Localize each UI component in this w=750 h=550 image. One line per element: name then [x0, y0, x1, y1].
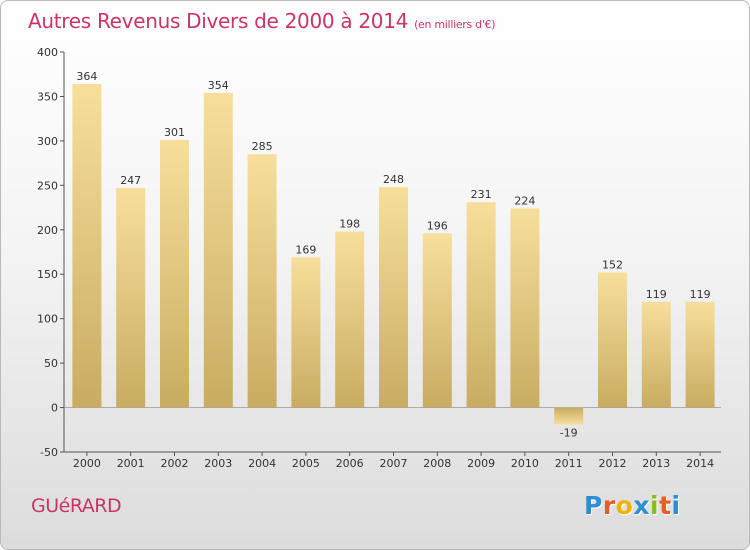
value-label: 119 — [646, 288, 667, 301]
x-tick-label: 2005 — [292, 457, 320, 470]
value-label: 231 — [471, 188, 492, 201]
y-tick-label: -50 — [40, 446, 58, 459]
x-tick-label: 2004 — [248, 457, 276, 470]
value-label: 224 — [514, 194, 535, 207]
value-label: 364 — [76, 70, 97, 83]
y-tick-label: 50 — [44, 357, 58, 370]
value-label: 196 — [427, 219, 448, 232]
bar-2000 — [72, 84, 102, 408]
logo-letter: i — [671, 491, 681, 520]
y-tick-label: 100 — [37, 313, 58, 326]
bar-2008 — [422, 233, 452, 408]
logo-letter: t — [659, 491, 672, 520]
value-label: 354 — [208, 79, 229, 92]
value-label: 301 — [164, 126, 185, 139]
y-tick-label: 150 — [37, 268, 58, 281]
y-tick-label: 350 — [37, 90, 58, 103]
x-tick-label: 2011 — [555, 457, 583, 470]
y-tick-label: 200 — [37, 224, 58, 237]
bar-2014 — [685, 301, 715, 408]
bar-2012 — [598, 272, 627, 408]
x-tick-label: 2009 — [467, 457, 495, 470]
bar-2003 — [203, 92, 233, 408]
chart-bars — [72, 84, 715, 425]
value-label: 152 — [602, 258, 623, 271]
bar-2004 — [247, 154, 277, 408]
chart-title: Autres Revenus Divers de 2000 à 2014 (en … — [28, 9, 496, 33]
logo-letter: r — [602, 491, 616, 520]
commune-name: GUéRARD — [31, 495, 122, 517]
y-tick-label: 250 — [37, 179, 58, 192]
x-tick-label: 2010 — [511, 457, 539, 470]
value-label: 247 — [120, 174, 141, 187]
bar-2007 — [379, 187, 408, 408]
bar-2006 — [335, 231, 365, 408]
x-tick-label: 2002 — [161, 457, 189, 470]
x-tick-label: 2001 — [117, 457, 145, 470]
chart-title-text: Autres Revenus Divers de 2000 à 2014 — [28, 9, 409, 33]
x-tick-label: 2000 — [73, 457, 101, 470]
x-tick-label: 2007 — [380, 457, 408, 470]
value-label: 248 — [383, 173, 404, 186]
bar-2010 — [510, 208, 540, 408]
y-tick-label: 400 — [37, 46, 58, 59]
logo-letter: x — [633, 491, 650, 520]
logo-letter: i — [650, 491, 660, 520]
proxiti-logo: Proxiti — [584, 491, 681, 520]
value-label: 119 — [690, 288, 711, 301]
y-tick-label: 0 — [51, 402, 58, 415]
bar-2009 — [466, 202, 496, 408]
chart-value-labels: 364 247 301 354 285 169 198 248 196 231 224 -19 152 1… — [76, 70, 710, 439]
x-tick-label: 2012 — [599, 457, 627, 470]
bar-2013 — [641, 301, 671, 408]
chart-axes: -50 0 50 100 150 200 250 300 350 400 2000 2001 2002 2… — [37, 46, 721, 470]
x-tick-label: 2013 — [642, 457, 670, 470]
value-label: -19 — [560, 426, 578, 439]
bar-2005 — [291, 257, 321, 408]
bar-2011 — [554, 407, 584, 425]
chart-title-unit: (en milliers d'€) — [414, 18, 496, 31]
y-tick-label: 300 — [37, 135, 58, 148]
bar-2002 — [160, 140, 189, 408]
x-tick-label: 2003 — [204, 457, 232, 470]
x-tick-label: 2008 — [423, 457, 451, 470]
bar-2001 — [116, 188, 146, 408]
value-label: 169 — [295, 243, 316, 256]
x-tick-label: 2006 — [336, 457, 364, 470]
logo-letter: P — [584, 491, 603, 520]
value-label: 198 — [339, 218, 360, 231]
value-label: 285 — [252, 140, 273, 153]
x-tick-label: 2014 — [686, 457, 714, 470]
logo-letter: o — [615, 491, 634, 520]
